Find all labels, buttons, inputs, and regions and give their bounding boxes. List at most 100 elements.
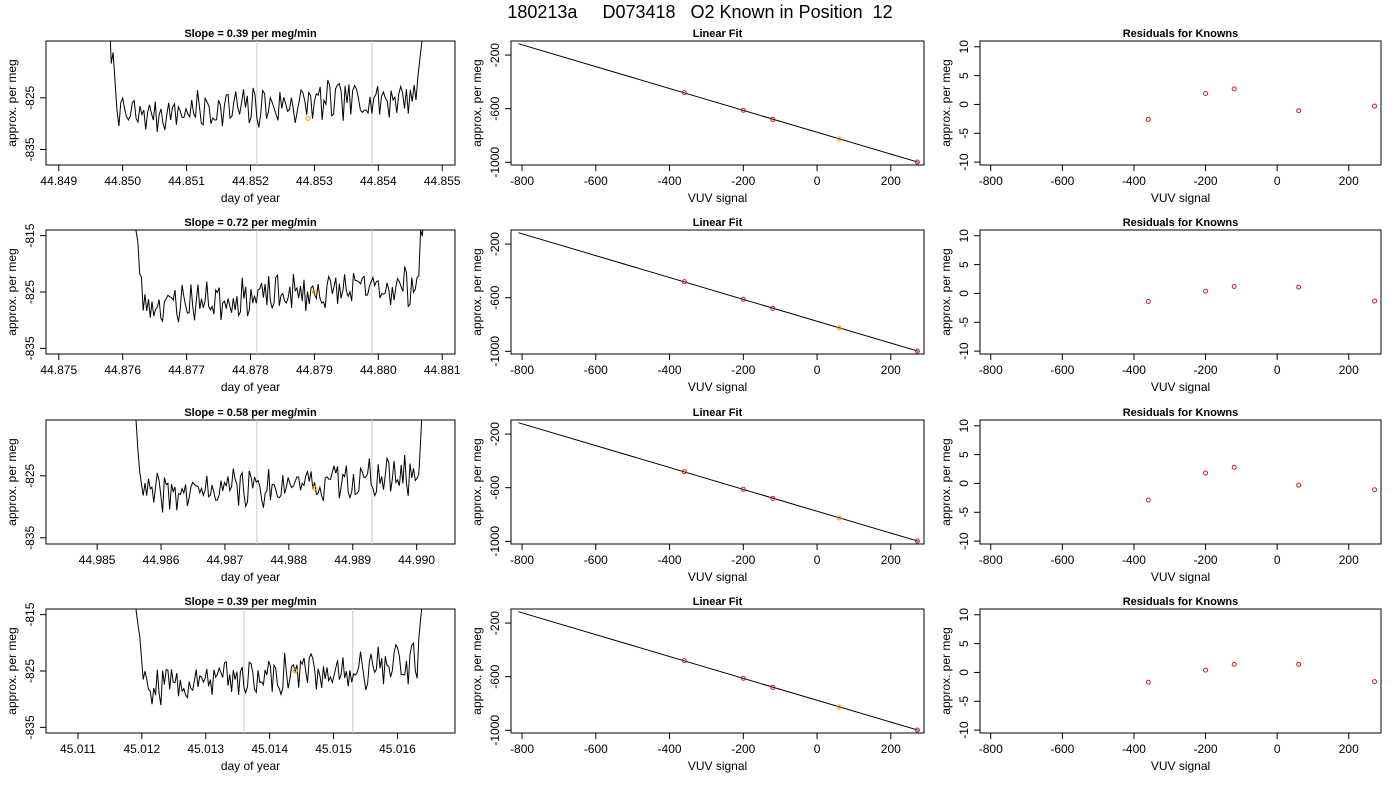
- plot-frame: [510, 419, 925, 545]
- panel: 44.985 44.986 44.987 44.988 44.989 44.990 -825…: [5, 407, 456, 584]
- residual-point: [1296, 661, 1302, 667]
- y-tick-label: -1000: [488, 526, 502, 557]
- x-tick-label: -600: [584, 174, 608, 188]
- fit-point: [836, 704, 842, 710]
- x-tick-label: -200: [1194, 174, 1218, 188]
- fit-line: [518, 422, 919, 542]
- y-tick-label: -200: [488, 422, 502, 446]
- y-tick-label: -600: [488, 285, 502, 309]
- fit-point: [836, 136, 842, 142]
- x-tick-label: 45.013: [187, 742, 224, 756]
- x-tick-label: 200: [1339, 553, 1359, 567]
- x-tick-label: 200: [881, 742, 901, 756]
- fit-point: [681, 469, 687, 475]
- known-average-point: [311, 485, 317, 491]
- panel: 44.849 44.850 44.851 44.852 44.853 44.854 44.8…: [5, 28, 461, 205]
- y-axis-label: approx. per meg: [939, 248, 953, 335]
- residual-point: [1231, 661, 1237, 667]
- x-tick-label: 44.880: [360, 363, 397, 377]
- y-tick-label: -835: [23, 137, 37, 161]
- plot-frame: [979, 40, 1382, 166]
- signal-trace: [135, 230, 424, 323]
- panel-title: Residuals for Knowns: [1123, 596, 1239, 608]
- x-axis-label: VUV signal: [1151, 191, 1210, 205]
- fit-point: [914, 727, 920, 733]
- x-tick-label: 44.987: [207, 553, 244, 567]
- x-tick-label: 0: [1274, 363, 1281, 377]
- x-axis-label: VUV signal: [1151, 380, 1210, 394]
- fit-point: [740, 296, 746, 302]
- x-tick-label: 0: [814, 553, 821, 567]
- panel-title: Residuals for Knowns: [1123, 407, 1239, 419]
- x-tick-label: 44.851: [168, 174, 205, 188]
- plot-frame: [979, 419, 1382, 545]
- x-tick-label: 45.011: [60, 742, 96, 756]
- x-tick-label: 44.879: [296, 363, 333, 377]
- y-tick-label: -10: [957, 342, 971, 360]
- x-tick-label: 45.014: [251, 742, 288, 756]
- residual-point: [1203, 90, 1209, 96]
- y-tick-label: -200: [488, 232, 502, 256]
- x-tick-label: -400: [1122, 742, 1146, 756]
- y-axis-label: approx. per meg: [470, 438, 484, 525]
- x-tick-label: 44.985: [79, 553, 116, 567]
- x-axis-label: VUV signal: [688, 570, 747, 584]
- panel: -800 -600 -400 -200 0 200 10 5 0 -5 -10 Residuals f…: [939, 28, 1382, 205]
- x-tick-label: 44.988: [270, 553, 307, 567]
- x-tick-label: -400: [658, 363, 682, 377]
- fit-point: [681, 279, 687, 285]
- residual-point: [1145, 679, 1151, 685]
- x-tick-label: -600: [584, 742, 608, 756]
- y-tick-label: -10: [957, 153, 971, 171]
- panel-title: Slope = 0.39 per meg/min: [184, 596, 317, 608]
- x-tick-label: -200: [731, 742, 755, 756]
- y-tick-label: -5: [957, 507, 971, 518]
- panel-title: Slope = 0.39 per meg/min: [184, 28, 317, 40]
- residual-point: [1231, 464, 1237, 470]
- plot-frame: [979, 229, 1382, 355]
- x-tick-label: -800: [510, 174, 534, 188]
- x-tick-label: -800: [510, 742, 534, 756]
- y-tick-label: -10: [957, 532, 971, 550]
- x-tick-label: 44.875: [40, 363, 77, 377]
- fit-point: [836, 325, 842, 331]
- y-tick-label: -835: [23, 336, 37, 360]
- x-tick-label: 44.878: [232, 363, 269, 377]
- x-tick-label: -600: [1050, 363, 1074, 377]
- signal-trace: [135, 420, 423, 513]
- residual-point: [1296, 284, 1302, 290]
- x-tick-label: 200: [881, 174, 901, 188]
- plot-frame: [45, 419, 456, 545]
- x-tick-label: -800: [510, 363, 534, 377]
- residual-point: [1145, 299, 1151, 305]
- x-tick-label: 44.853: [296, 174, 333, 188]
- x-tick-label: 200: [881, 553, 901, 567]
- y-axis-label: approx. per meg: [939, 438, 953, 525]
- y-tick-label: 5: [957, 451, 971, 458]
- x-tick-label: 0: [1274, 742, 1281, 756]
- x-axis-label: day of year: [221, 191, 280, 205]
- x-axis-label: day of year: [221, 570, 280, 584]
- plot-frame: [510, 229, 925, 355]
- x-axis-label: day of year: [221, 759, 280, 773]
- panel: -800 -600 -400 -200 0 200 -200 -600 -1000 Linear …: [470, 28, 925, 205]
- panel: -800 -600 -400 -200 0 200 -200 -600 -1000 Linear …: [470, 407, 925, 584]
- fit-point: [914, 348, 920, 354]
- y-tick-label: 10: [957, 419, 971, 433]
- x-tick-label: -800: [510, 553, 534, 567]
- residual-point: [1372, 103, 1378, 109]
- x-tick-label: -800: [979, 553, 1003, 567]
- x-tick-label: 44.850: [104, 174, 141, 188]
- x-tick-label: 44.990: [398, 553, 435, 567]
- panel: -800 -600 -400 -200 0 200 10 5 0 -5 -10 Residuals f…: [939, 596, 1382, 773]
- fit-point: [770, 684, 776, 690]
- x-tick-label: -200: [731, 363, 755, 377]
- y-axis-label: approx. per meg: [5, 248, 19, 335]
- x-tick-label: 45.012: [124, 742, 161, 756]
- fit-point: [740, 486, 746, 492]
- y-axis-label: approx. per meg: [470, 248, 484, 335]
- y-tick-label: -600: [488, 96, 502, 120]
- x-tick-label: 0: [1274, 174, 1281, 188]
- x-axis-label: VUV signal: [688, 380, 747, 394]
